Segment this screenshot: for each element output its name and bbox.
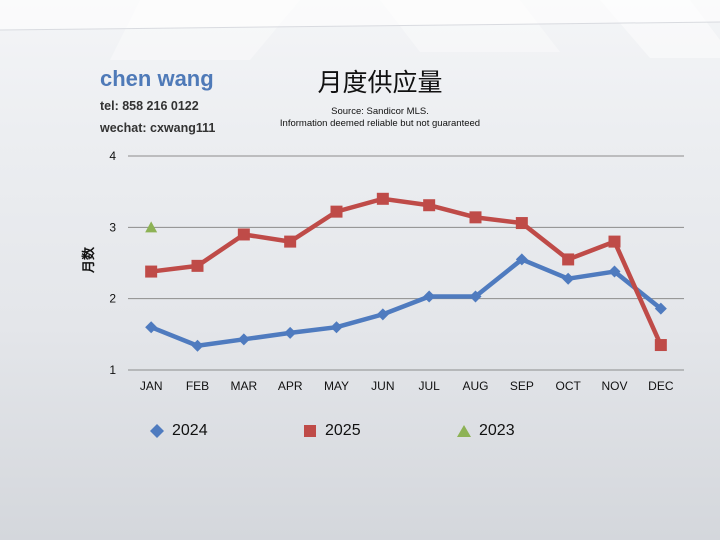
x-tick-label: NOV: [601, 379, 627, 393]
x-tick-label: AUG: [462, 379, 488, 393]
data-point-2025: [376, 192, 389, 205]
data-point-2025: [654, 339, 667, 352]
triangle-marker-icon: [457, 425, 471, 437]
series-line-2024: [148, 257, 664, 348]
data-point-2024: [284, 326, 297, 339]
x-tick-label: APR: [278, 379, 303, 393]
y-tick-label: 2: [109, 292, 116, 306]
series-line-2025: [148, 196, 664, 348]
data-point-2024: [191, 339, 204, 352]
x-tick-label: MAR: [230, 379, 257, 393]
data-point-2025: [284, 235, 297, 248]
y-tick-label: 3: [109, 220, 116, 234]
background-decoration: [0, 0, 720, 60]
data-point-2025: [608, 235, 621, 248]
agent-wechat: wechat: cxwang111: [100, 121, 216, 135]
data-point-2024: [654, 302, 667, 315]
data-point-2025: [515, 217, 528, 230]
x-tick-label: OCT: [555, 379, 581, 393]
legend-label-2025: 2025: [325, 422, 361, 439]
y-tick-label: 4: [109, 149, 116, 163]
data-point-2025: [191, 259, 204, 272]
data-point-2024: [515, 253, 528, 266]
data-point-2023: [145, 221, 158, 233]
source-line-2: Information deemed reliable but not guar…: [279, 118, 481, 129]
legend-item-2025: 2025: [301, 420, 361, 442]
data-point-2024: [608, 265, 621, 278]
legend-item-2024: 2024: [148, 420, 208, 442]
source-note: Source: Sandicor MLS. Information deemed…: [230, 106, 530, 130]
diamond-marker-icon: [150, 424, 164, 438]
data-point-2024: [330, 321, 343, 334]
data-point-2024: [376, 308, 389, 321]
agent-name: chen wang: [100, 66, 214, 91]
x-tick-label: JUN: [371, 379, 394, 393]
data-point-2025: [423, 199, 436, 212]
data-point-2025: [237, 228, 250, 241]
agent-phone: tel: 858 216 0122: [100, 99, 199, 113]
x-tick-label: SEP: [510, 379, 534, 393]
x-tick-label: FEB: [186, 379, 209, 393]
data-point-2024: [423, 290, 436, 303]
data-point-2025: [562, 253, 575, 266]
x-tick-label: JUL: [418, 379, 440, 393]
data-point-2025: [330, 205, 343, 218]
chart-title: 月度供应量: [317, 68, 443, 97]
data-point-2025: [469, 211, 482, 224]
x-tick-label: DEC: [648, 379, 674, 393]
legend-item-2023: 2023: [455, 420, 515, 442]
data-point-2024: [469, 290, 482, 303]
data-point-2024: [145, 321, 158, 334]
data-point-2024: [237, 333, 250, 346]
square-marker-icon: [304, 425, 316, 437]
legend-label-2023: 2023: [479, 422, 515, 439]
x-tick-label: MAY: [324, 379, 349, 393]
legend-label-2024: 2024: [172, 422, 208, 439]
y-tick-label: 1: [109, 363, 116, 377]
source-line-1: Source: Sandicor MLS.: [331, 106, 429, 117]
data-point-2025: [145, 265, 158, 278]
data-point-2024: [562, 272, 575, 285]
x-tick-label: JAN: [140, 379, 163, 393]
